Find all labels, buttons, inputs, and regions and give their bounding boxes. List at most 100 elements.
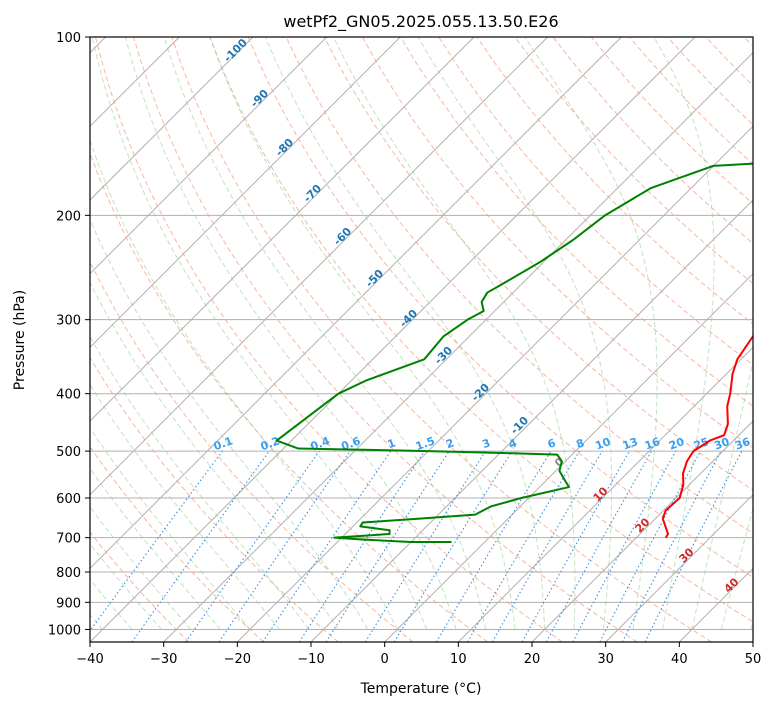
x-tick-label: −40 bbox=[76, 652, 103, 667]
mixing-ratio-label: 10 bbox=[594, 435, 613, 453]
isotherm-line bbox=[90, 37, 475, 422]
isotherm-line bbox=[163, 51, 753, 642]
dry-adiabat-label: -50 bbox=[363, 267, 386, 290]
mixing-ratio-label: 20 bbox=[667, 435, 686, 453]
mixing-ratio-label: 3 bbox=[480, 436, 492, 451]
y-tick-label: 900 bbox=[56, 596, 81, 611]
moist-adiabat-label: 20 bbox=[633, 515, 653, 535]
mixing-ratio-label: 13 bbox=[621, 435, 640, 452]
profile-lines bbox=[275, 162, 753, 544]
x-tick-label: 10 bbox=[450, 652, 467, 667]
isotherm-line bbox=[457, 346, 753, 642]
mixing-ratio-line bbox=[572, 450, 677, 642]
x-tick-label: 0 bbox=[381, 652, 389, 667]
temperature-profile-line bbox=[661, 334, 753, 539]
isotherm-line bbox=[90, 37, 328, 275]
dry-adiabat-line bbox=[323, 37, 753, 491]
isotherm-line bbox=[752, 641, 753, 642]
dry-adiabat-line bbox=[285, 37, 753, 534]
moist-adiabat-line bbox=[124, 37, 457, 630]
moist-adiabat-line bbox=[750, 619, 753, 630]
moist-adiabat-line bbox=[691, 358, 753, 630]
y-axis: 1000 900 800 700 600 500 400 300 200 100 bbox=[48, 31, 90, 638]
chart-title: wetPf2_GN05.2025.055.13.50.E26 bbox=[283, 12, 558, 32]
moist-adiabat-line bbox=[163, 37, 487, 630]
moist-adiabat-line bbox=[720, 506, 753, 630]
mixing-ratio-line bbox=[325, 450, 450, 642]
mixing-ratio-label: 36 bbox=[733, 435, 752, 453]
y-tick-label: 500 bbox=[56, 445, 81, 460]
mixing-ratio-label: 0.4 bbox=[309, 434, 332, 453]
dewpoint-profile-line bbox=[275, 162, 753, 544]
x-axis: −40 −30 −20 −10 0 10 20 30 40 50 bbox=[76, 642, 761, 667]
moist-adiabat-line bbox=[209, 37, 516, 630]
x-tick-label: −20 bbox=[224, 652, 251, 667]
mixing-ratio-line bbox=[298, 450, 425, 642]
isotherm-line bbox=[90, 37, 401, 349]
dry-adiabat-line bbox=[171, 37, 713, 642]
mixing-ratio-line bbox=[621, 450, 722, 642]
mixing-ratio-line bbox=[467, 450, 580, 642]
mixing-ratio-line bbox=[218, 450, 351, 642]
mixing-ratio-label: 1.5 bbox=[414, 434, 437, 453]
plot-frame bbox=[89, 36, 754, 643]
mixing-ratio-line bbox=[262, 450, 392, 642]
moist-adiabat-line bbox=[90, 506, 192, 630]
x-tick-label: 20 bbox=[524, 652, 541, 667]
dry-adiabat-line bbox=[476, 37, 753, 325]
dry-adiabat-line bbox=[90, 445, 264, 642]
y-tick-label: 600 bbox=[56, 492, 81, 507]
mixing-ratio-line bbox=[644, 450, 743, 642]
mixing-ratio-label: 8 bbox=[574, 436, 586, 451]
moist-adiabat-label: 10 bbox=[591, 484, 611, 504]
mixing-ratio-line bbox=[90, 450, 223, 632]
isotherm-line bbox=[531, 420, 753, 642]
x-tick-label: 30 bbox=[597, 652, 614, 667]
moist-adiabat-line bbox=[90, 218, 369, 630]
mixing-ratio-label: 16 bbox=[643, 435, 662, 453]
mixing-ratio-label: 1 bbox=[386, 436, 398, 451]
isotherm-line bbox=[384, 272, 753, 642]
x-axis-label: Temperature (°C) bbox=[360, 681, 482, 697]
isotherm-line bbox=[236, 125, 753, 642]
y-tick-label: 1000 bbox=[48, 623, 81, 638]
y-tick-label: 100 bbox=[56, 31, 81, 46]
moist-adiabat-line bbox=[90, 427, 251, 630]
dry-adiabat-line bbox=[90, 356, 339, 642]
y-tick-label: 700 bbox=[56, 532, 81, 547]
isotherm-line bbox=[310, 199, 753, 642]
isotherm-line bbox=[605, 493, 753, 642]
isotherm-line bbox=[90, 37, 549, 496]
moist-adiabat-line bbox=[265, 37, 546, 630]
dry-adiabat-line bbox=[247, 37, 753, 578]
dry-adiabat-line bbox=[90, 531, 190, 642]
moist-adiabat-label: 40 bbox=[722, 575, 742, 595]
x-tick-label: 50 bbox=[745, 652, 762, 667]
dry-adiabat-line bbox=[90, 260, 414, 642]
dry-adiabat-label: -90 bbox=[248, 87, 271, 110]
x-tick-label: −10 bbox=[297, 652, 324, 667]
dry-adiabat-line bbox=[362, 37, 753, 449]
y-tick-label: 300 bbox=[56, 314, 81, 329]
mixing-ratio-label: 30 bbox=[712, 435, 731, 453]
y-tick-label: 200 bbox=[56, 209, 81, 224]
moist-adiabat-line bbox=[90, 138, 398, 630]
dry-adiabat-label: -70 bbox=[301, 182, 324, 205]
mixing-ratio-label: 0.2 bbox=[259, 434, 282, 453]
moist-adiabat-label: 30 bbox=[677, 545, 697, 565]
x-tick-label: −30 bbox=[150, 652, 177, 667]
dry-adiabat-line bbox=[90, 151, 488, 642]
isotherm-line bbox=[90, 37, 254, 201]
moist-adiabat-line bbox=[90, 335, 310, 630]
mixing-ratio-label: 2 bbox=[444, 436, 456, 451]
moist-adiabat-line bbox=[90, 281, 339, 630]
isotherm-line bbox=[90, 37, 696, 642]
dry-adiabat-line bbox=[705, 37, 753, 87]
isotherm-line bbox=[678, 567, 753, 642]
dry-adiabat-line bbox=[514, 37, 753, 285]
dry-adiabat-line bbox=[400, 37, 753, 407]
dry-adiabat-label: -60 bbox=[331, 225, 354, 248]
y-axis-label: Pressure (hPa) bbox=[12, 290, 28, 390]
dry-adiabat-line bbox=[438, 37, 753, 366]
